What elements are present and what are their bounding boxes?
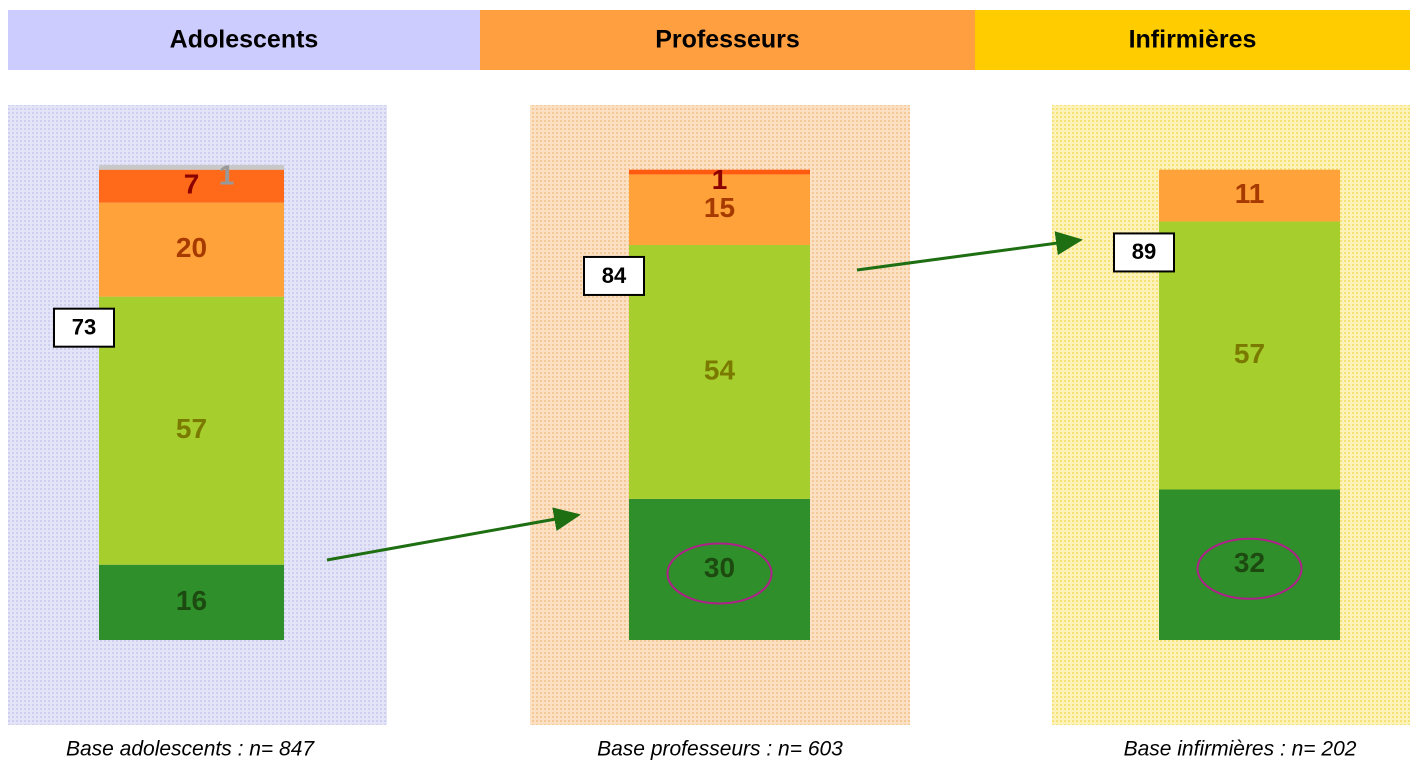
total-box [583,255,645,296]
bar-segment [629,244,810,499]
header-title: Professeurs [655,26,800,54]
bar-segment [99,202,284,297]
value-label: 57 [176,413,207,444]
arrow [326,507,581,562]
value-label: 11 [1235,178,1265,209]
value-label: 30 [704,552,735,583]
value-label: 15 [704,192,735,223]
charts: Adolescents Base adolescents : n= 847 16 57… [8,10,1410,761]
base-note: Base infirmières : n= 202 [1124,738,1357,761]
value-label: 54 [704,354,736,385]
bar-segment [99,564,284,640]
bar-segment [99,296,284,565]
bar-segment [1159,169,1340,222]
value-label: 7 [184,169,200,200]
base-note: Base professeurs : n= 603 [597,738,843,761]
bar-segment [99,169,284,203]
header-band [975,10,1410,70]
base-note: Base adolescents : n= 847 [66,738,315,761]
total-label: 89 [1132,239,1156,264]
total-box [53,307,115,348]
value-label: 57 [1234,338,1265,369]
value-label: 16 [176,585,207,616]
bar-segment [1159,221,1340,490]
header-band [480,10,975,70]
value-label: 32 [1234,547,1265,578]
bar-segment [1159,489,1340,640]
bar-segment [99,165,284,170]
total-box [1113,232,1175,273]
highlight-ellipse [1196,537,1303,600]
total-label: 84 [602,263,627,288]
value-label: 20 [176,232,207,263]
header-title: Adolescents [170,26,319,54]
header-title: Infirmières [1129,26,1257,54]
bar-segment [629,498,810,640]
bar-segment [629,169,810,175]
highlight-ellipse [666,542,773,605]
bar-segment [629,174,810,245]
arrow [856,231,1083,272]
total-label: 73 [72,314,96,339]
value-label: 1 [712,164,728,195]
value-label: 1 [219,159,235,190]
header-band [8,10,480,70]
